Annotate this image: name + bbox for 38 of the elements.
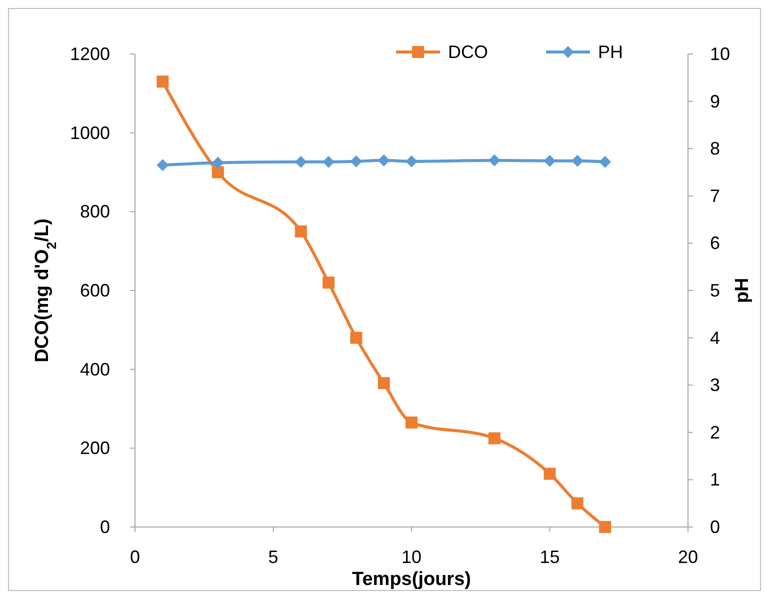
legend-label: PH bbox=[598, 42, 624, 62]
y-tick-label: 1000 bbox=[70, 122, 110, 143]
y-tick-label: 0 bbox=[100, 517, 110, 537]
y-tick-label: 600 bbox=[80, 280, 110, 300]
y2-tick-label: 7 bbox=[710, 186, 720, 206]
point bbox=[488, 432, 500, 444]
y-tick-label: 200 bbox=[80, 438, 110, 458]
y-tick-label: 400 bbox=[80, 359, 110, 380]
y2-tick-label: 1 bbox=[710, 470, 720, 490]
legend-label: DCO bbox=[448, 42, 488, 62]
point bbox=[406, 416, 418, 429]
y2-tick-label: 4 bbox=[710, 328, 720, 348]
point bbox=[322, 276, 335, 289]
y2-tick-label: 3 bbox=[710, 375, 720, 396]
point bbox=[571, 497, 584, 510]
y2-axis-title: pH bbox=[732, 278, 753, 304]
x-tick-label: 0 bbox=[130, 547, 140, 567]
point bbox=[378, 377, 390, 390]
x-axis-title: Temps(jours) bbox=[352, 569, 471, 590]
point bbox=[350, 332, 362, 344]
point bbox=[156, 76, 169, 88]
y2-tick-label: 2 bbox=[710, 422, 720, 442]
x-tick-label: 15 bbox=[540, 547, 560, 567]
y2-tick-label: 6 bbox=[710, 233, 720, 254]
y2-tick-label: 8 bbox=[710, 138, 720, 159]
point bbox=[599, 521, 612, 533]
y2-tick-label: 10 bbox=[710, 44, 730, 64]
point bbox=[294, 225, 307, 238]
point bbox=[544, 468, 556, 480]
point bbox=[212, 166, 224, 178]
x-tick-label: 5 bbox=[268, 547, 278, 567]
x-tick-label: 10 bbox=[401, 547, 422, 567]
y-tick-label: 1200 bbox=[70, 44, 110, 64]
y2-tick-label: 9 bbox=[710, 91, 720, 112]
y-tick-label: 800 bbox=[80, 202, 110, 222]
y2-tick-label: 5 bbox=[710, 280, 720, 300]
y2-tick-label: 0 bbox=[710, 517, 720, 537]
x-tick-label: 20 bbox=[678, 547, 698, 567]
